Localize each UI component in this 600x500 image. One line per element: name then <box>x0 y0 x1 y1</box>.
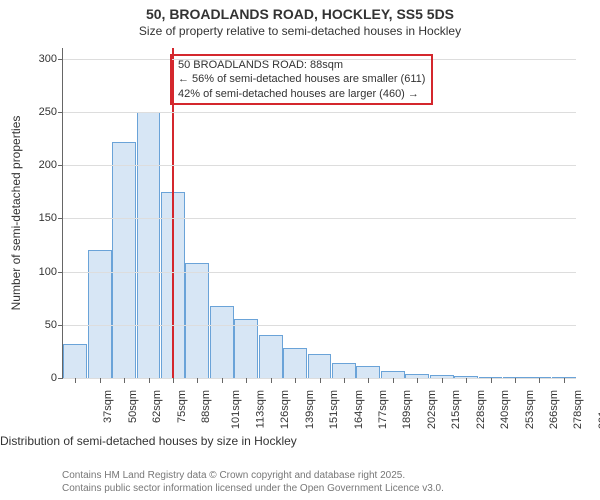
x-tick-mark <box>515 378 516 383</box>
attribution-line: Contains public sector information licen… <box>62 483 444 496</box>
x-tick-mark <box>100 378 101 383</box>
y-gridline <box>63 325 576 326</box>
callout-line: ← 56% of semi-detached houses are smalle… <box>178 72 425 86</box>
x-tick-label: 151sqm <box>328 390 340 429</box>
x-tick-label: 253sqm <box>524 390 536 429</box>
x-tick-label: 101sqm <box>230 390 242 429</box>
x-tick-label: 189sqm <box>401 390 413 429</box>
x-tick-label: 75sqm <box>176 390 188 423</box>
callout-line: 50 BROADLANDS ROAD: 88sqm <box>178 58 425 72</box>
y-tick-label: 250 <box>39 106 63 118</box>
x-tick-label: 266sqm <box>548 390 560 429</box>
y-tick-label: 100 <box>39 266 63 278</box>
y-gridline <box>63 112 576 113</box>
attribution-line: Contains HM Land Registry data © Crown c… <box>62 470 444 483</box>
y-tick-label: 50 <box>45 319 63 331</box>
y-gridline <box>63 165 576 166</box>
x-tick-mark <box>417 378 418 383</box>
y-gridline <box>63 272 576 273</box>
histogram-bar <box>112 142 136 378</box>
x-tick-mark <box>491 378 492 383</box>
x-tick-mark <box>368 378 369 383</box>
x-tick-mark <box>539 378 540 383</box>
histogram-bar <box>137 112 161 378</box>
histogram-bar <box>210 306 234 378</box>
x-tick-mark <box>173 378 174 383</box>
histogram-bar <box>88 250 112 378</box>
chart-title: 50, BROADLANDS ROAD, HOCKLEY, SS5 5DS <box>0 0 600 24</box>
y-axis-label: Number of semi-detached properties <box>9 116 23 311</box>
x-tick-mark <box>271 378 272 383</box>
y-tick-label: 150 <box>39 212 63 224</box>
x-tick-mark <box>320 378 321 383</box>
x-tick-mark <box>564 378 565 383</box>
x-tick-label: 126sqm <box>279 390 291 429</box>
x-tick-mark <box>442 378 443 383</box>
callout-line: 42% of semi-detached houses are larger (… <box>178 87 425 101</box>
histogram-bar <box>381 371 405 378</box>
histogram-bar <box>63 344 87 378</box>
histogram-bar <box>185 263 209 378</box>
x-tick-label: 62sqm <box>151 390 163 423</box>
x-tick-mark <box>393 378 394 383</box>
y-tick-label: 300 <box>39 53 63 65</box>
x-tick-label: 240sqm <box>499 390 511 429</box>
x-tick-label: 202sqm <box>426 390 438 429</box>
chart-subtitle: Size of property relative to semi-detach… <box>0 24 600 39</box>
histogram-bar <box>234 319 258 378</box>
x-tick-label: 88sqm <box>200 390 212 423</box>
x-tick-mark <box>222 378 223 383</box>
chart-container: 50, BROADLANDS ROAD, HOCKLEY, SS5 5DS Si… <box>0 0 600 500</box>
x-tick-label: 228sqm <box>475 390 487 429</box>
x-tick-label: 139sqm <box>304 390 316 429</box>
x-tick-mark <box>75 378 76 383</box>
attribution-text: Contains HM Land Registry data © Crown c… <box>62 470 444 495</box>
x-tick-label: 113sqm <box>254 390 266 428</box>
y-tick-label: 0 <box>51 372 63 384</box>
x-tick-mark <box>295 378 296 383</box>
histogram-bar <box>332 363 356 378</box>
x-tick-label: 164sqm <box>353 390 365 429</box>
callout-box: 50 BROADLANDS ROAD: 88sqm← 56% of semi-d… <box>170 54 433 105</box>
x-tick-label: 215sqm <box>450 390 462 429</box>
x-tick-label: 278sqm <box>572 390 584 429</box>
x-tick-mark <box>124 378 125 383</box>
histogram-bar <box>356 366 380 378</box>
histogram-bar <box>308 354 332 378</box>
x-tick-mark <box>344 378 345 383</box>
x-tick-mark <box>246 378 247 383</box>
x-axis-label: Distribution of semi-detached houses by … <box>0 434 600 448</box>
y-tick-label: 200 <box>39 159 63 171</box>
x-tick-label: 37sqm <box>102 390 114 423</box>
histogram-bar <box>283 348 307 378</box>
x-tick-mark <box>149 378 150 383</box>
x-tick-mark <box>197 378 198 383</box>
x-tick-mark <box>466 378 467 383</box>
x-tick-label: 177sqm <box>377 390 389 429</box>
x-tick-label: 50sqm <box>127 390 139 423</box>
histogram-bar <box>259 335 283 378</box>
y-gridline <box>63 218 576 219</box>
